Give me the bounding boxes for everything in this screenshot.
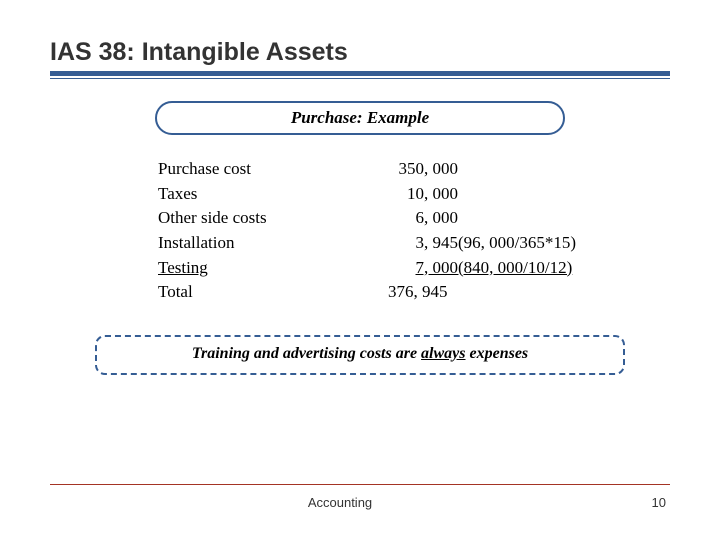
table-row: Other side costs 6, 000 bbox=[158, 206, 658, 231]
note-box: Training and advertising costs are alway… bbox=[95, 335, 625, 375]
row-value-col: 3, 945 (96, 000/365*15) bbox=[388, 231, 648, 256]
row-label: Testing bbox=[158, 256, 388, 281]
table-row: Installation 3, 945 (96, 000/365*15) bbox=[158, 231, 658, 256]
row-value: 376, 945 bbox=[388, 280, 448, 305]
row-label: Total bbox=[158, 280, 388, 305]
row-value-col: 376, 945 bbox=[388, 280, 648, 305]
row-label: Other side costs bbox=[158, 206, 388, 231]
row-value-col: 350, 000 bbox=[388, 157, 648, 182]
example-label: Purchase: Example bbox=[291, 108, 429, 127]
note-underline: always bbox=[421, 345, 465, 362]
table-row-total: Total 376, 945 bbox=[158, 280, 658, 305]
row-label: Taxes bbox=[158, 182, 388, 207]
cost-table: Purchase cost 350, 000 Taxes 10, 000 Oth… bbox=[158, 157, 658, 305]
slide: IAS 38: Intangible Assets Purchase: Exam… bbox=[0, 0, 720, 540]
row-value: 6, 000 bbox=[388, 206, 458, 231]
row-value-col: 7, 000 (840, 000/10/12) bbox=[388, 256, 648, 281]
table-row: Purchase cost 350, 000 bbox=[158, 157, 658, 182]
row-value: 7, 000 bbox=[388, 256, 458, 281]
row-value: 3, 945 bbox=[388, 231, 458, 256]
title-underline-thin bbox=[50, 78, 670, 79]
footer-center-text: Accounting bbox=[54, 495, 626, 510]
row-value: 10, 000 bbox=[388, 182, 458, 207]
row-value: 350, 000 bbox=[388, 157, 458, 182]
row-calc: (96, 000/365*15) bbox=[458, 231, 576, 256]
row-calc: (840, 000/10/12) bbox=[458, 256, 572, 281]
title-underline-thick bbox=[50, 71, 670, 76]
table-row-testing: Testing 7, 000 (840, 000/10/12) bbox=[158, 256, 658, 281]
row-label: Installation bbox=[158, 231, 388, 256]
footer-content: Accounting 10 bbox=[50, 495, 670, 510]
footer-page-number: 10 bbox=[626, 495, 666, 510]
note-prefix: Training and advertising costs are bbox=[192, 345, 421, 362]
note-suffix: expenses bbox=[466, 345, 529, 362]
row-label-text: Testing bbox=[158, 258, 208, 277]
table-row: Taxes 10, 000 bbox=[158, 182, 658, 207]
slide-title: IAS 38: Intangible Assets bbox=[50, 38, 670, 67]
row-label: Purchase cost bbox=[158, 157, 388, 182]
footer-line bbox=[50, 484, 670, 485]
row-value-col: 10, 000 bbox=[388, 182, 648, 207]
note-text: Training and advertising costs are alway… bbox=[192, 345, 528, 362]
example-label-box: Purchase: Example bbox=[155, 101, 565, 135]
footer: Accounting 10 bbox=[50, 484, 670, 510]
row-value-col: 6, 000 bbox=[388, 206, 648, 231]
